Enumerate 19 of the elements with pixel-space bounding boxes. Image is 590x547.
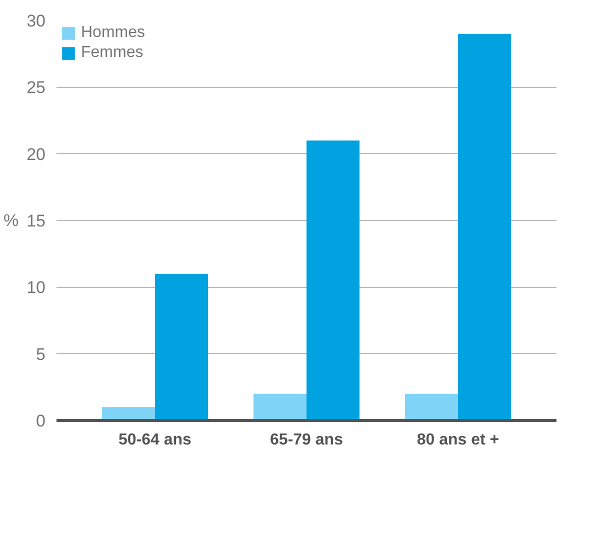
bar <box>306 140 360 420</box>
legend-label: Hommes <box>81 24 146 42</box>
x-tick-label: 65-79 ans <box>270 432 344 448</box>
bar <box>154 274 208 420</box>
bar <box>253 394 306 420</box>
y-tick-label: 25 <box>26 78 46 98</box>
bar <box>404 394 458 420</box>
y-axis-title: % <box>3 211 19 230</box>
y-tick-label: 5 <box>36 344 46 364</box>
y-tick-label: 0 <box>36 412 46 430</box>
legend-label: Femmes <box>81 44 144 62</box>
bar <box>458 34 512 420</box>
x-tick-label: 50-64 ans <box>118 432 192 448</box>
y-tick-label: 15 <box>26 212 46 230</box>
x-tick-label: 80 ans et + <box>416 432 500 448</box>
y-tick-label: 10 <box>26 278 46 298</box>
y-tick-label: 30 <box>26 12 46 30</box>
bar <box>102 407 155 420</box>
y-tick-label: 20 <box>26 144 46 164</box>
